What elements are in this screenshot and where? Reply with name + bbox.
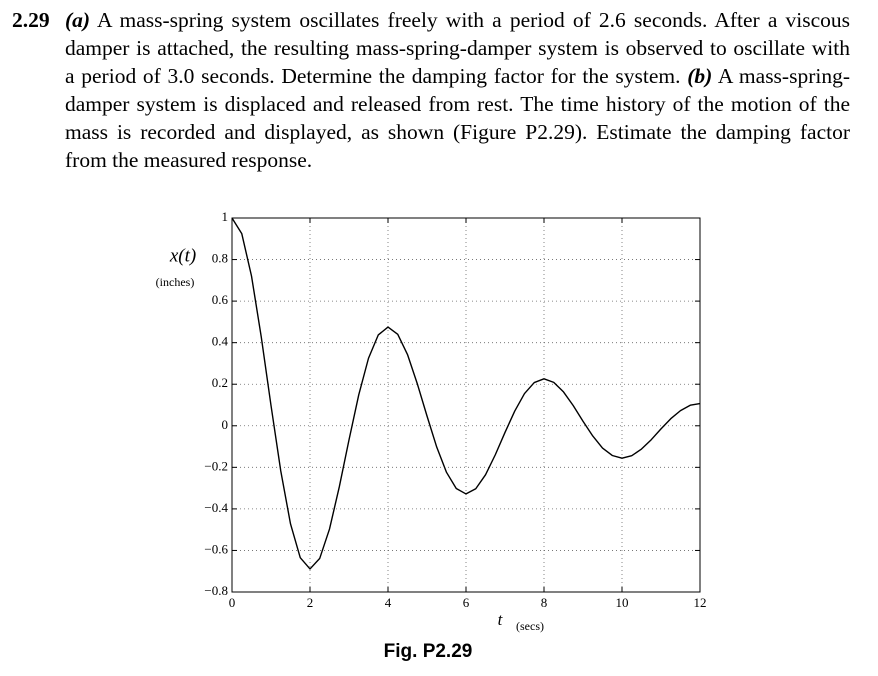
y-axis-label: x(t)	[169, 245, 196, 266]
y-tick-label: 0.4	[212, 334, 229, 349]
figure-caption: Fig. P2.29	[384, 641, 473, 662]
y-tick-label: −0.6	[204, 541, 228, 556]
x-tick-label: 0	[229, 595, 236, 610]
part-label: (b)	[687, 64, 713, 88]
problem: 2.29 (a) A mass-spring system oscillates…	[0, 6, 878, 174]
y-tick-label: −0.4	[204, 500, 228, 515]
x-tick-label: 10	[616, 595, 629, 610]
x-tick-label: 4	[385, 595, 392, 610]
x-axis-label: t	[498, 610, 504, 629]
y-tick-label: 0.8	[212, 251, 228, 266]
y-tick-label: 0.6	[212, 292, 229, 307]
part-text: A mass-spring-damper system is displaced…	[65, 64, 850, 172]
problem-text: (a) A mass-spring system oscillates free…	[65, 6, 850, 174]
plot-frame	[231, 217, 701, 593]
x-tick-label: 6	[463, 595, 470, 610]
y-tick-label: 0	[222, 417, 229, 432]
problem-number: 2.29	[12, 8, 50, 32]
x-axis-unit: (secs)	[516, 619, 544, 633]
x-tick-label: 12	[694, 595, 707, 610]
x-tick-label: 8	[541, 595, 548, 610]
y-tick-label: 0.2	[212, 375, 228, 390]
y-tick-label: −0.2	[204, 458, 228, 473]
y-axis-unit: (inches)	[156, 275, 195, 289]
part-label: (a)	[65, 8, 91, 32]
data-line	[231, 217, 701, 570]
x-tick-label: 2	[307, 595, 314, 610]
y-tick-label: −0.8	[204, 583, 228, 598]
y-tick-label: 1	[222, 209, 229, 224]
part-text: A mass-spring system oscillates freely w…	[65, 8, 850, 88]
